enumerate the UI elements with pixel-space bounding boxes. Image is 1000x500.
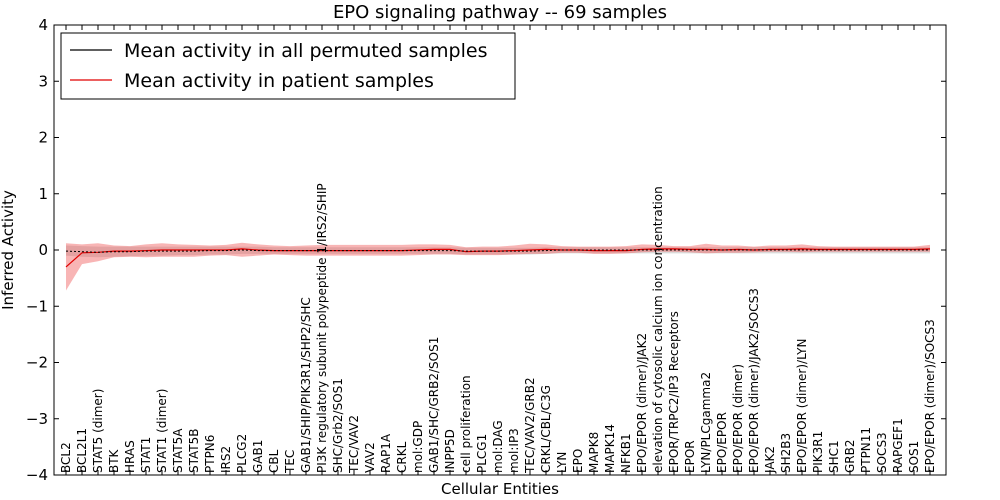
x-tick-label: mol:GDP (411, 421, 425, 473)
x-tick-label: elevation of cytosolic calcium ion conce… (651, 186, 665, 473)
y-tick-label: −2 (26, 354, 48, 372)
x-tick-label: GAB1 (251, 440, 265, 473)
x-tick-label: PTPN11 (859, 427, 873, 473)
x-tick-label: GAB1/SHC/GRB2/SOS1 (427, 337, 441, 473)
y-axis: 4 3 2 1 0 −1 −2 −3 −4 (26, 16, 946, 484)
x-tick-label: BTK (107, 448, 121, 473)
x-tick-label: PI3K regulatory subunit polypeptide 1/IR… (315, 183, 329, 473)
x-tick-label: SHC1 (827, 440, 841, 473)
x-tick-label: STAT5A (171, 428, 185, 473)
y-tick-label: 1 (38, 185, 48, 203)
x-tick-label: SHC/Grb2/SOS1 (331, 378, 345, 473)
legend-entry-permuted: Mean activity in all permuted samples (124, 40, 487, 62)
x-tick-label: EPO/EPOR (dimer)/JAK2 (635, 333, 649, 473)
x-tick-label: JAK2 (763, 446, 777, 474)
x-tick-label: CRKL (395, 441, 409, 473)
x-tick-label: CRKL/CBL/C3G (539, 385, 553, 473)
x-axis-label: Cellular Entities (441, 480, 559, 498)
y-tick-label: 2 (38, 129, 48, 147)
x-tick-label: GAB1/SHIP/PIK3R1/SHP2/SHC (299, 297, 313, 473)
x-tick-label: HRAS (123, 440, 137, 473)
series-line-permuted (65, 249, 930, 253)
y-tick-label: −3 (26, 410, 48, 428)
x-tick-label: EPO/EPOR (dimer)/SOCS3 (923, 319, 937, 473)
x-tick-label: PTPN6 (203, 435, 217, 473)
legend: Mean activity in all permuted samples Me… (60, 32, 516, 100)
x-axis: BCL2 BCL2L1 STAT5 (dimer) BTK HRAS STAT1 STAT1… (59, 25, 937, 475)
x-tick-label: EPO (571, 449, 585, 473)
legend-box (60, 32, 516, 100)
x-tick-label: TEC/VAV2 (347, 415, 361, 474)
x-tick-label: RAP1A (379, 433, 393, 473)
legend-entry-patient: Mean activity in patient samples (124, 70, 434, 92)
x-tick-label: SOCS3 (875, 432, 889, 473)
y-tick-label: −4 (26, 466, 48, 484)
chart-title: EPO signaling pathway -- 69 samples (333, 2, 667, 23)
x-tick-label: MAPK8 (587, 432, 601, 473)
x-tick-label: INPP5D (443, 429, 457, 473)
x-tick-label: cell proliferation (459, 375, 473, 473)
x-tick-label: CBL (267, 449, 281, 473)
x-tick-label: EPOR/TRPC2/IP3 Receptors (667, 311, 681, 473)
x-tick-label: SOS1 (907, 441, 921, 473)
x-tick-label: mol:DAG (491, 420, 505, 473)
band-patient (66, 242, 930, 291)
x-tick-label: IRS2 (219, 446, 233, 473)
x-tick-label: GRB2 (843, 439, 857, 473)
y-tick-label: 0 (38, 241, 48, 259)
x-tick-label: STAT1 (dimer) (155, 389, 169, 473)
x-tick-label: BCL2L1 (75, 428, 89, 473)
x-tick-label: PLCG1 (475, 434, 489, 473)
x-tick-label: LYN (555, 452, 569, 473)
x-tick-label: VAV2 (363, 442, 377, 473)
x-tick-label: BCL2 (59, 442, 73, 473)
x-tick-label: NFKB1 (619, 433, 633, 473)
x-tick-label: TEC/VAV2/GRB2 (523, 377, 537, 474)
x-tick-label: MAPK14 (603, 424, 617, 473)
y-tick-label: −1 (26, 297, 48, 315)
x-tick-label: STAT1 (139, 437, 153, 473)
x-tick-label: EPO/EPOR (dimer)/JAK2/SOCS3 (747, 288, 761, 473)
y-tick-label: 4 (38, 16, 48, 34)
y-axis-label: Inferred Activity (0, 190, 17, 310)
x-tick-label: STAT5B (187, 429, 201, 474)
x-tick-label: EPO/EPOR (dimer) (731, 364, 745, 473)
x-tick-label: EPOR (683, 440, 697, 473)
x-tick-label: STAT5 (dimer) (91, 389, 105, 473)
x-tick-label: EPO/EPOR (715, 412, 729, 473)
x-tick-label: PLCG2 (235, 434, 249, 473)
x-tick-label: PIK3R1 (811, 431, 825, 473)
x-tick-label: mol:IP3 (507, 428, 521, 473)
series-lines (65, 248, 931, 268)
x-tick-label: SH2B3 (779, 433, 793, 473)
x-tick-label: TEC (283, 450, 297, 474)
x-tick-label: LYN/PLCgamma2 (699, 372, 713, 473)
x-tick-label: RAPGEF1 (891, 418, 905, 473)
y-tick-label: 3 (38, 72, 48, 90)
x-tick-label: EPO/EPOR (dimer)/LYN (795, 339, 809, 473)
